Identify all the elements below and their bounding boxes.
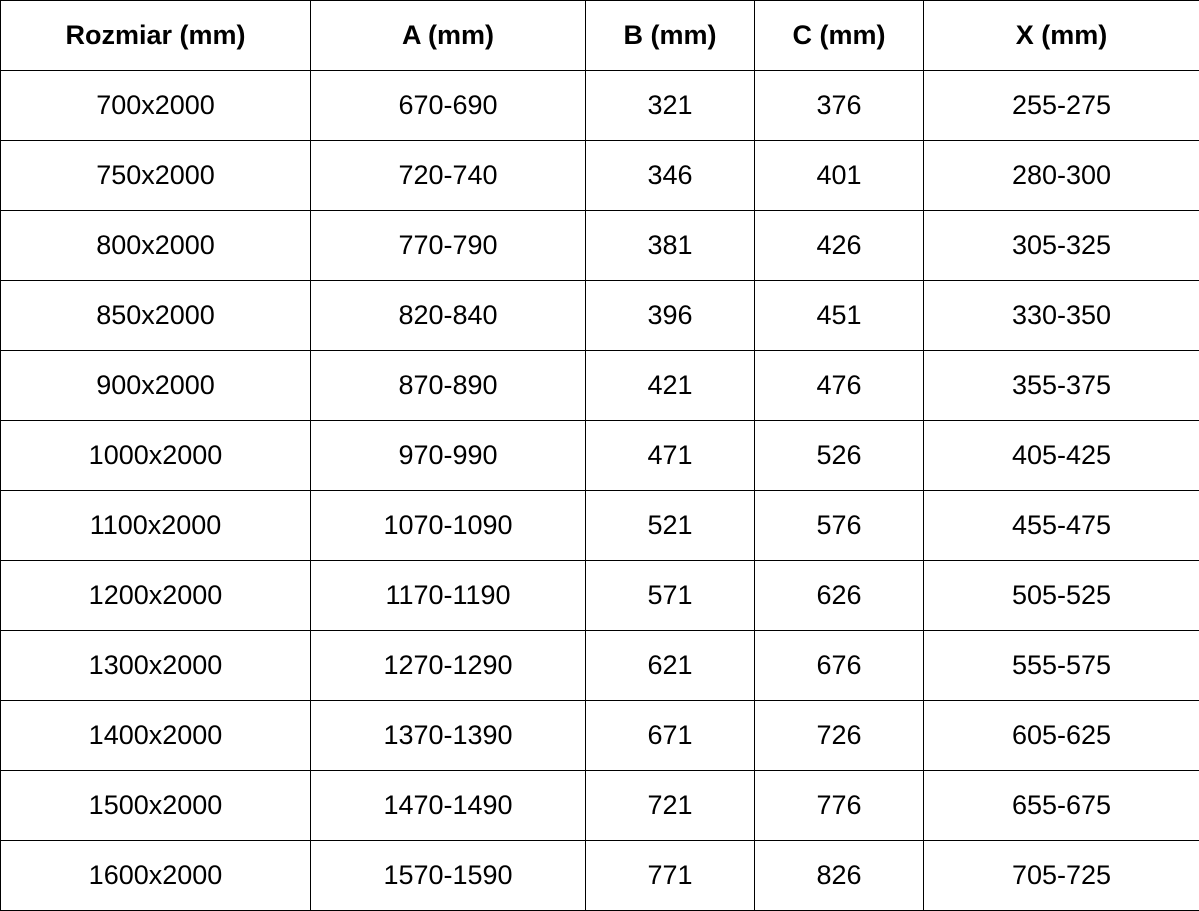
header-x: X (mm) bbox=[923, 0, 1199, 71]
cell-b: 571 bbox=[585, 560, 755, 631]
cell-c: 476 bbox=[754, 350, 924, 421]
cell-c: 576 bbox=[754, 490, 924, 561]
cell-size: 700x2000 bbox=[0, 70, 311, 141]
cell-c: 826 bbox=[754, 840, 924, 911]
cell-a: 1170-1190 bbox=[310, 560, 586, 631]
cell-size: 1600x2000 bbox=[0, 840, 311, 911]
cell-size: 1300x2000 bbox=[0, 630, 311, 701]
cell-b: 671 bbox=[585, 700, 755, 771]
cell-b: 346 bbox=[585, 140, 755, 211]
cell-a: 670-690 bbox=[310, 70, 586, 141]
cell-size: 1500x2000 bbox=[0, 770, 311, 841]
cell-b: 321 bbox=[585, 70, 755, 141]
cell-c: 426 bbox=[754, 210, 924, 281]
table-row: 1600x2000 1570-1590 771 826 705-725 bbox=[0, 840, 1199, 911]
cell-c: 626 bbox=[754, 560, 924, 631]
cell-size: 750x2000 bbox=[0, 140, 311, 211]
header-a: A (mm) bbox=[310, 0, 586, 71]
cell-a: 970-990 bbox=[310, 420, 586, 491]
cell-c: 401 bbox=[754, 140, 924, 211]
table-row: 800x2000 770-790 381 426 305-325 bbox=[0, 210, 1199, 281]
cell-a: 770-790 bbox=[310, 210, 586, 281]
cell-x: 505-525 bbox=[923, 560, 1199, 631]
cell-a: 1570-1590 bbox=[310, 840, 586, 911]
cell-x: 330-350 bbox=[923, 280, 1199, 351]
table-row: 700x2000 670-690 321 376 255-275 bbox=[0, 70, 1199, 141]
cell-x: 605-625 bbox=[923, 700, 1199, 771]
cell-a: 870-890 bbox=[310, 350, 586, 421]
cell-c: 526 bbox=[754, 420, 924, 491]
table-row: 1200x2000 1170-1190 571 626 505-525 bbox=[0, 560, 1199, 631]
cell-c: 676 bbox=[754, 630, 924, 701]
cell-b: 421 bbox=[585, 350, 755, 421]
table-row: 900x2000 870-890 421 476 355-375 bbox=[0, 350, 1199, 421]
cell-b: 396 bbox=[585, 280, 755, 351]
cell-x: 305-325 bbox=[923, 210, 1199, 281]
cell-b: 721 bbox=[585, 770, 755, 841]
cell-x: 555-575 bbox=[923, 630, 1199, 701]
cell-a: 1270-1290 bbox=[310, 630, 586, 701]
cell-a: 1070-1090 bbox=[310, 490, 586, 561]
table-row: 1000x2000 970-990 471 526 405-425 bbox=[0, 420, 1199, 491]
cell-a: 1470-1490 bbox=[310, 770, 586, 841]
cell-x: 355-375 bbox=[923, 350, 1199, 421]
table-row: 1500x2000 1470-1490 721 776 655-675 bbox=[0, 770, 1199, 841]
cell-size: 1000x2000 bbox=[0, 420, 311, 491]
header-c: C (mm) bbox=[754, 0, 924, 71]
cell-size: 1200x2000 bbox=[0, 560, 311, 631]
cell-b: 381 bbox=[585, 210, 755, 281]
cell-x: 705-725 bbox=[923, 840, 1199, 911]
cell-size: 1100x2000 bbox=[0, 490, 311, 561]
table-row: 1100x2000 1070-1090 521 576 455-475 bbox=[0, 490, 1199, 561]
cell-size: 900x2000 bbox=[0, 350, 311, 421]
cell-b: 621 bbox=[585, 630, 755, 701]
cell-b: 521 bbox=[585, 490, 755, 561]
header-size: Rozmiar (mm) bbox=[0, 0, 311, 71]
header-row: Rozmiar (mm) A (mm) B (mm) C (mm) X (mm) bbox=[0, 0, 1199, 71]
cell-size: 800x2000 bbox=[0, 210, 311, 281]
cell-a: 820-840 bbox=[310, 280, 586, 351]
cell-c: 451 bbox=[754, 280, 924, 351]
cell-size: 1400x2000 bbox=[0, 700, 311, 771]
cell-c: 376 bbox=[754, 70, 924, 141]
cell-size: 850x2000 bbox=[0, 280, 311, 351]
cell-a: 1370-1390 bbox=[310, 700, 586, 771]
header-b: B (mm) bbox=[585, 0, 755, 71]
table-row: 850x2000 820-840 396 451 330-350 bbox=[0, 280, 1199, 351]
cell-b: 771 bbox=[585, 840, 755, 911]
cell-x: 405-425 bbox=[923, 420, 1199, 491]
cell-b: 471 bbox=[585, 420, 755, 491]
cell-c: 726 bbox=[754, 700, 924, 771]
table-row: 1400x2000 1370-1390 671 726 605-625 bbox=[0, 700, 1199, 771]
cell-x: 455-475 bbox=[923, 490, 1199, 561]
cell-x: 655-675 bbox=[923, 770, 1199, 841]
cell-x: 255-275 bbox=[923, 70, 1199, 141]
table-row: 750x2000 720-740 346 401 280-300 bbox=[0, 140, 1199, 211]
cell-a: 720-740 bbox=[310, 140, 586, 211]
table-row: 1300x2000 1270-1290 621 676 555-575 bbox=[0, 630, 1199, 701]
cell-c: 776 bbox=[754, 770, 924, 841]
cell-x: 280-300 bbox=[923, 140, 1199, 211]
